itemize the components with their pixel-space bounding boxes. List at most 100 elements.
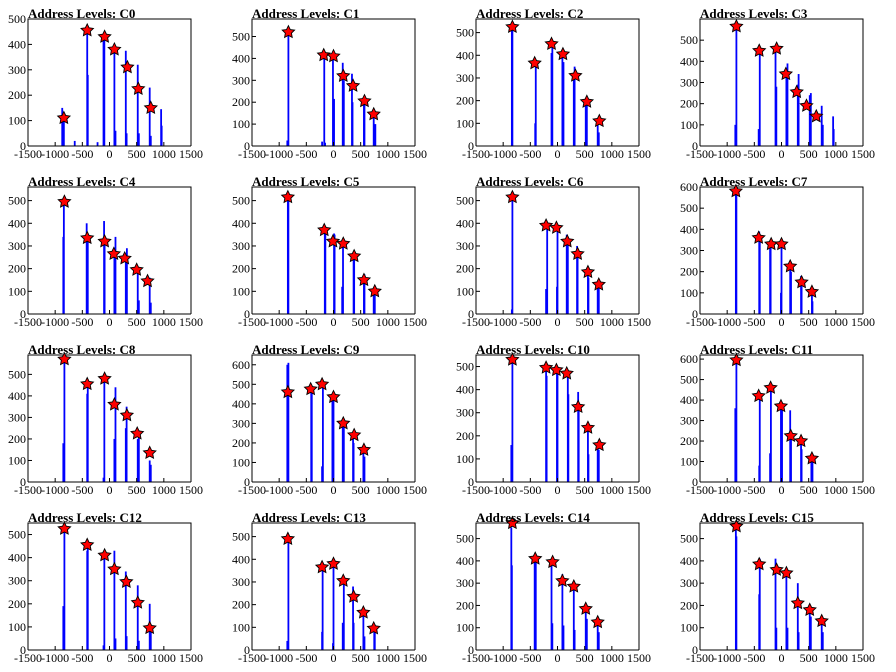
bars-group xyxy=(62,529,152,650)
y-tick-label: 100 xyxy=(680,455,698,469)
star-marker xyxy=(545,554,560,569)
histogram-panel: -1500 -1000 -500 0 500 1000 1500 0 100 200 300 400 5… xyxy=(224,168,448,336)
histogram-panel: -1500 -1000 -500 0 500 1000 1500 0 100 200 300 400 5… xyxy=(672,168,896,336)
histogram-bar xyxy=(596,284,599,314)
star-marker xyxy=(799,98,814,112)
histogram-bar xyxy=(373,631,376,650)
histogram-plot: -1500 -1000 -500 0 500 1000 1500 0 100 200 300 400 5… xyxy=(8,521,203,665)
plot-frame xyxy=(27,18,192,146)
star-marker xyxy=(794,274,809,289)
bars-group xyxy=(286,198,376,315)
x-tick-label: -1000 xyxy=(265,147,293,161)
histogram-bar xyxy=(62,118,65,146)
y-tick-label: 0 xyxy=(244,307,250,321)
histogram-plot: -1500 -1000 -500 0 500 1000 1500 0 100 200 300 400 5… xyxy=(680,518,875,665)
star-marker xyxy=(763,380,778,394)
histogram-bar xyxy=(821,124,824,146)
y-tick-label: 300 xyxy=(8,63,26,77)
star-marker xyxy=(129,262,144,276)
histogram-panel: -1500 -1000 -500 0 500 1000 1500 0 100 200 300 400 5… xyxy=(224,504,448,672)
star-marker xyxy=(281,24,296,39)
y-tick-label: 0 xyxy=(692,139,698,153)
histogram-panel: -1500 -1000 -500 0 500 1000 1500 0 100 200 300 400 5… xyxy=(0,504,224,672)
histogram-bar xyxy=(550,560,553,650)
x-tick-label: 1500 xyxy=(851,315,875,329)
y-tick-label: 300 xyxy=(8,410,26,424)
histogram-bar xyxy=(800,449,803,482)
panel-title: Address Levels: C13 xyxy=(252,510,366,525)
x-tick-label: -1500 xyxy=(462,147,490,161)
star-marker xyxy=(317,222,332,237)
markers-group xyxy=(280,189,382,298)
y-tick-label: 200 xyxy=(680,598,698,612)
y-tick-label: 0 xyxy=(244,643,250,657)
y-tick-label: 300 xyxy=(456,71,474,85)
x-tick-label: 500 xyxy=(352,483,370,497)
y-tick-label: 200 xyxy=(8,88,26,102)
star-marker xyxy=(764,236,779,251)
y-tick-label: 100 xyxy=(232,117,250,131)
star-marker xyxy=(783,428,798,443)
x-tick-label: 0 xyxy=(555,483,561,497)
star-marker xyxy=(538,360,554,374)
star-marker xyxy=(505,352,520,366)
markers-group xyxy=(280,531,381,635)
y-tick-label: 500 xyxy=(8,528,26,542)
star-marker xyxy=(528,551,543,565)
histogram-bar xyxy=(808,605,811,650)
star-marker xyxy=(97,29,112,43)
histogram-plot: -1500 -1000 -500 0 500 1000 1500 0 100 200 300 400 5… xyxy=(456,186,651,329)
y-tick-label: 100 xyxy=(680,286,698,300)
star-marker xyxy=(357,93,372,108)
y-tick-label: 0 xyxy=(468,307,474,321)
markers-group xyxy=(57,194,155,288)
panel-title: Address Levels: C12 xyxy=(28,510,142,525)
markers-group xyxy=(57,351,157,460)
star-marker xyxy=(57,351,72,366)
histogram-bar xyxy=(342,425,345,482)
x-tick-label: 0 xyxy=(779,147,785,161)
x-tick-label: -1000 xyxy=(713,651,741,665)
x-tick-label: -500 xyxy=(743,651,765,665)
star-marker xyxy=(107,396,122,411)
histogram-panel: -1500 -1000 -500 0 500 1000 1500 0 100 200 300 400 5… xyxy=(224,336,448,504)
histogram-bar xyxy=(137,300,140,314)
y-tick-label: 400 xyxy=(8,389,26,403)
histogram-bar xyxy=(811,301,814,314)
histogram-bar xyxy=(820,621,823,650)
y-tick-label: 600 xyxy=(680,352,698,366)
star-marker xyxy=(131,81,146,95)
bars-group xyxy=(734,189,814,314)
x-tick-label: -500 xyxy=(743,315,765,329)
star-marker xyxy=(336,236,351,250)
x-tick-label: 1500 xyxy=(851,147,875,161)
y-tick-label: 200 xyxy=(232,95,250,109)
histogram-bar xyxy=(103,239,106,314)
histogram-bar xyxy=(758,393,761,482)
x-tick-label: -500 xyxy=(71,483,93,497)
histogram-bar xyxy=(125,133,128,146)
x-tick-label: -500 xyxy=(71,651,93,665)
histogram-bar xyxy=(780,244,783,314)
star-marker xyxy=(325,233,341,248)
histogram-bar xyxy=(596,618,599,650)
panel-title: Address Levels: C4 xyxy=(28,174,136,189)
star-marker xyxy=(336,68,351,83)
markers-group xyxy=(729,518,829,628)
star-marker xyxy=(592,437,607,452)
x-tick-label: 500 xyxy=(128,483,146,497)
histogram-bar xyxy=(62,202,65,315)
star-marker xyxy=(142,620,157,635)
plot-frame xyxy=(475,18,640,146)
y-tick-label: 200 xyxy=(680,265,698,279)
y-tick-label: 500 xyxy=(232,377,250,391)
panel-title: Address Levels: C3 xyxy=(700,6,808,21)
x-tick-label: 1000 xyxy=(376,651,400,665)
histogram-bar xyxy=(85,223,88,314)
y-tick-label: 500 xyxy=(232,530,250,544)
x-tick-label: -1000 xyxy=(41,315,69,329)
histogram-bar xyxy=(96,142,99,146)
histogram-bar xyxy=(800,286,803,314)
y-tick-label: 400 xyxy=(232,51,250,65)
y-tick-label: 500 xyxy=(456,360,474,374)
